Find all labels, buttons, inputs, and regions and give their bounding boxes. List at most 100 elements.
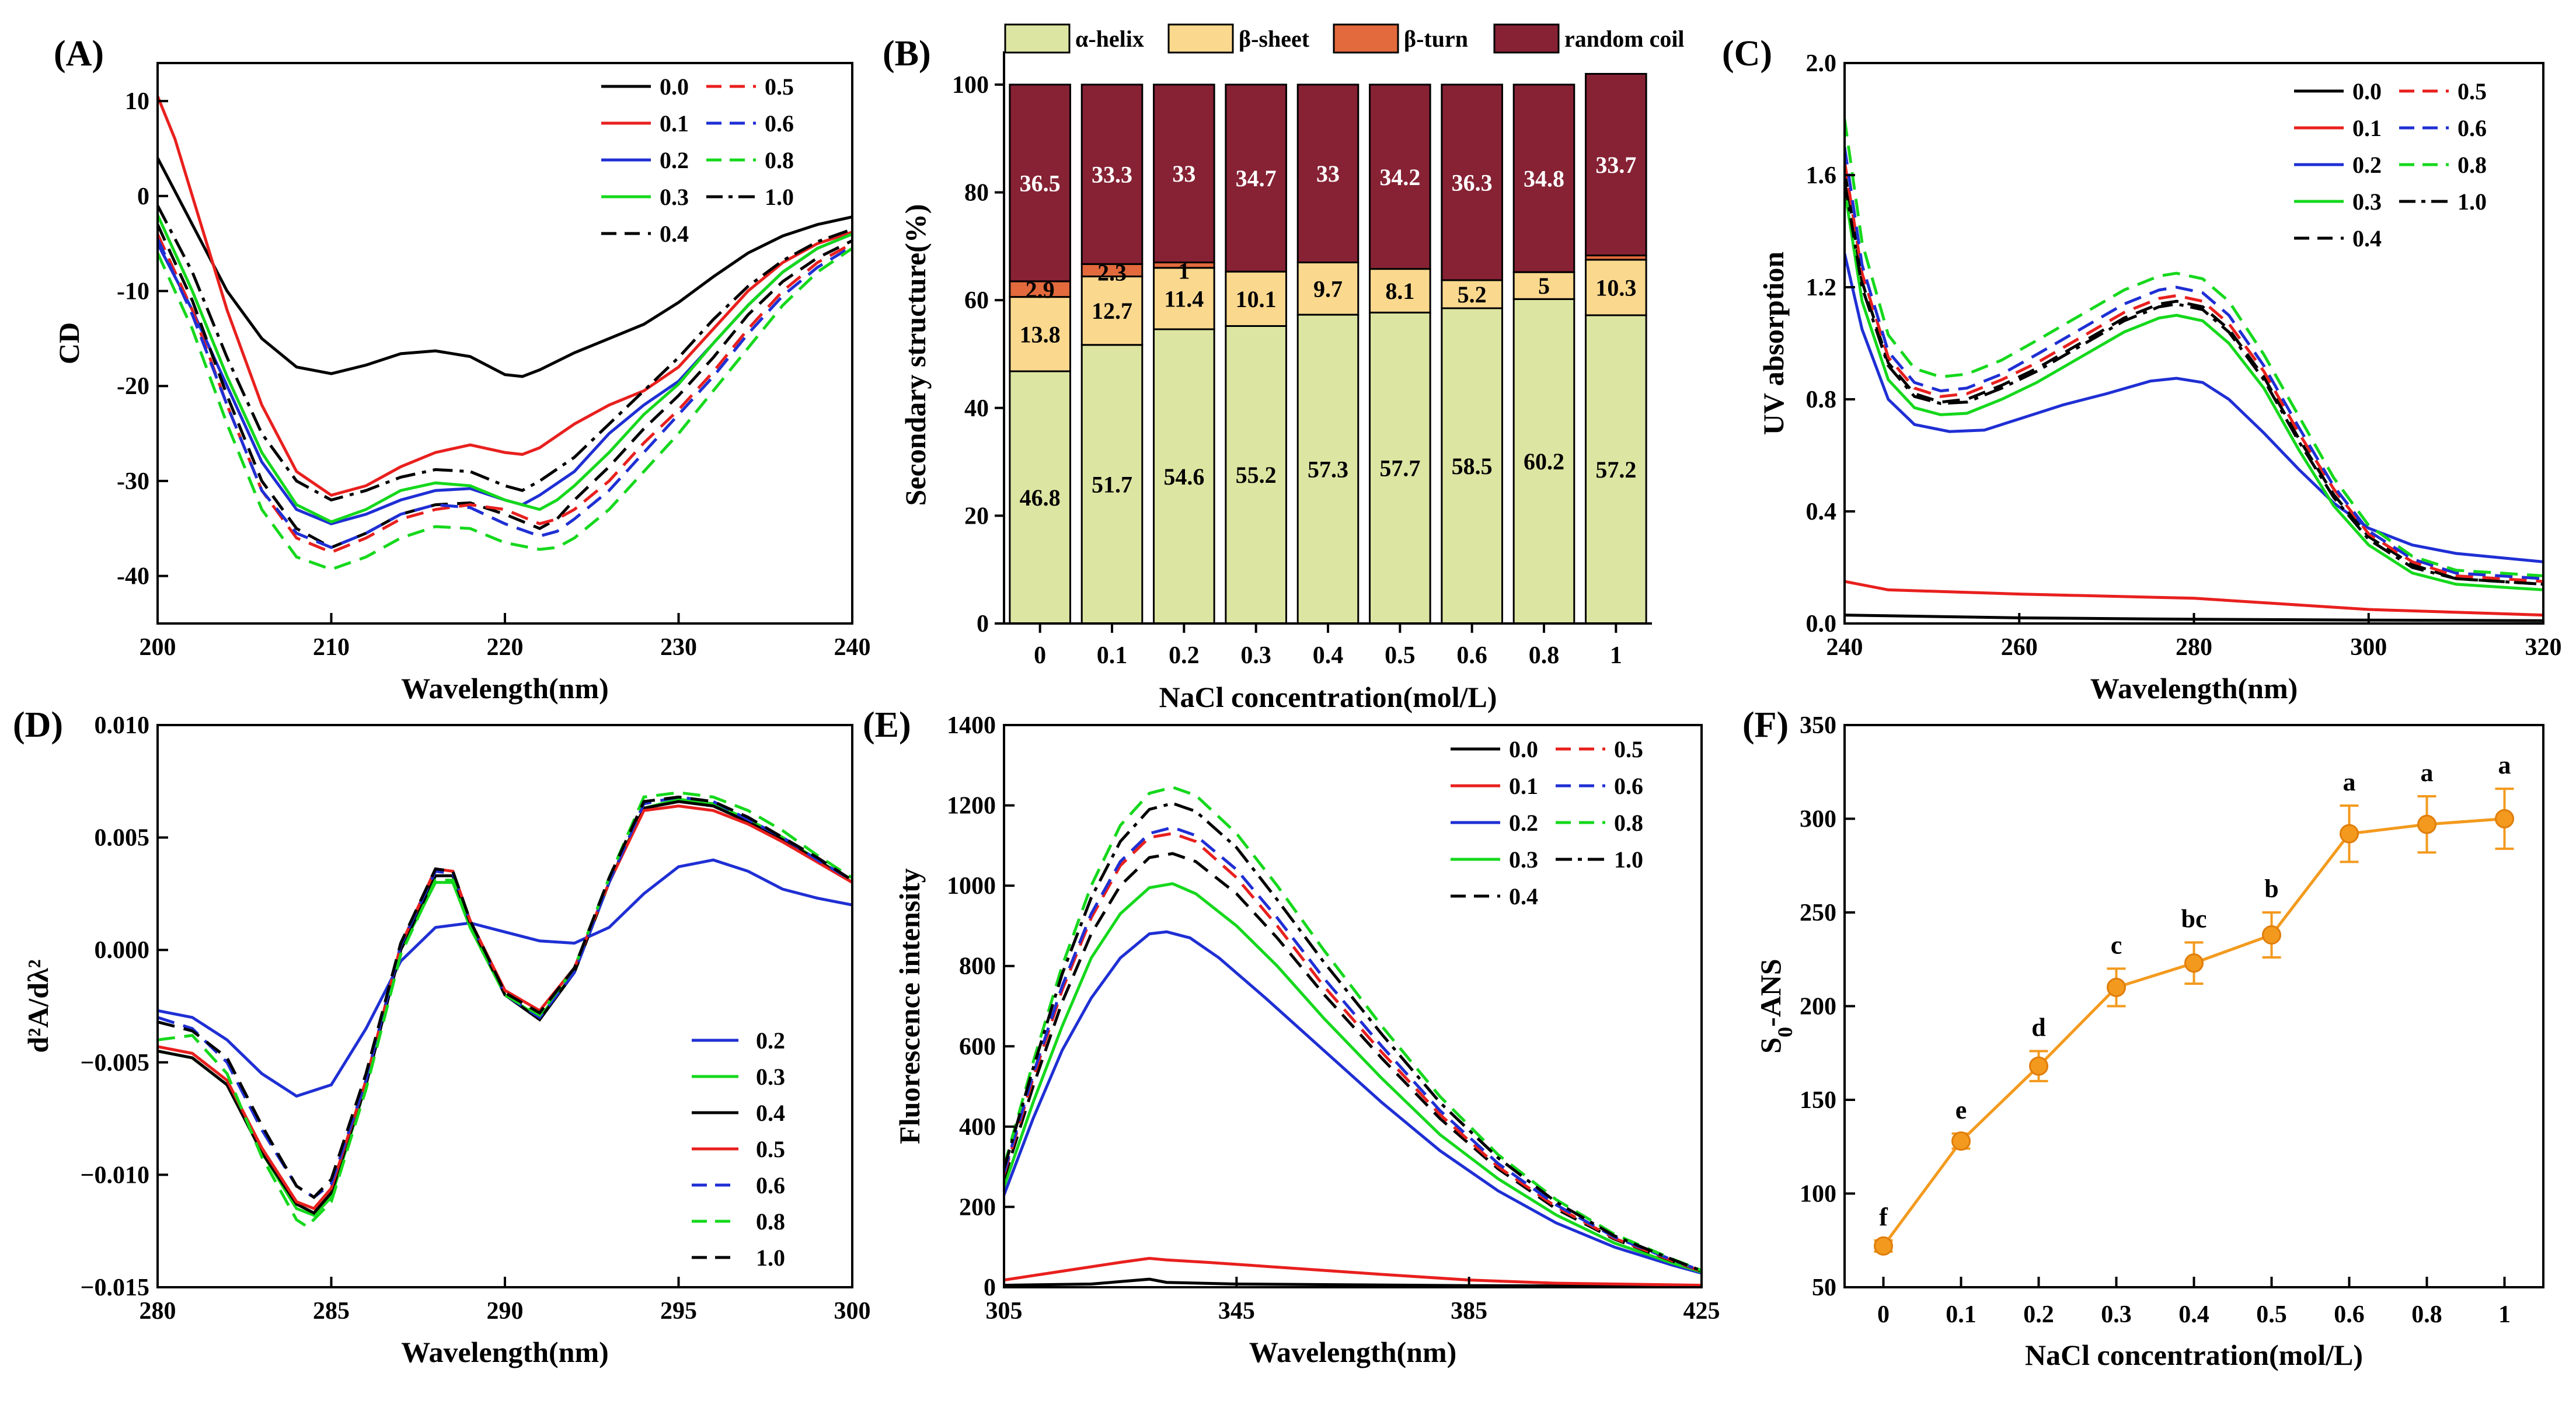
series-line-0.2 — [1004, 930, 1702, 1275]
x-tick-label: 0.3 — [2101, 1301, 2132, 1328]
legend-label: 0.6 — [2458, 115, 2487, 141]
bar-segment-helix — [1585, 314, 1647, 625]
legend-label: 1.0 — [756, 1245, 785, 1271]
legend-label: 0.3 — [756, 1064, 785, 1090]
y-tick-label: 2.0 — [1806, 50, 1837, 77]
bar-value-label: 57.2 — [1595, 457, 1636, 483]
bar-segment-coil — [1225, 83, 1287, 273]
y-title-sub: 0 — [1773, 1027, 1797, 1037]
series-line-0.4 — [158, 224, 852, 549]
legend-label: α-helix — [1075, 26, 1144, 52]
significance-label: f — [1879, 1203, 1888, 1231]
bar-value-label: 5 — [1538, 273, 1550, 299]
x-axis-title: NaCl concentration(mol/L) — [1159, 681, 1497, 713]
series-line-1.0 — [158, 795, 852, 1200]
y-tick-label: 50 — [1812, 1274, 1836, 1301]
series-line-0.8 — [1004, 785, 1702, 1272]
bar-value-label: 57.3 — [1308, 457, 1348, 483]
legend-label: 0.4 — [2352, 225, 2382, 252]
x-axis-title: NaCl concentration(mol/L) — [2025, 1339, 2363, 1371]
panel-label: (A) — [54, 34, 104, 74]
panel-label: (C) — [1722, 34, 1772, 74]
series-line-0.5 — [1845, 161, 2543, 583]
series-line-0.6 — [158, 795, 852, 1199]
series-line-0.5 — [158, 804, 852, 1211]
series-line-0.0 — [158, 157, 852, 378]
legend-label: 0.0 — [660, 74, 689, 100]
legend-swatch-turn — [1333, 23, 1399, 54]
legend-label: 0.4 — [1509, 883, 1538, 910]
y-tick-label: 350 — [1800, 712, 1836, 739]
y-tick-label: −0.010 — [81, 1162, 149, 1189]
bar-value-label: 10.3 — [1595, 274, 1636, 301]
y-tick-label: 80 — [964, 180, 989, 207]
y-tick-label: 100 — [1800, 1181, 1836, 1208]
x-tick-label: 290 — [487, 1298, 524, 1325]
series-line-0.3 — [158, 214, 852, 524]
y-tick-label: 0 — [137, 183, 149, 210]
bar-value-label: 33 — [1316, 161, 1340, 187]
y-tick-label: 800 — [959, 953, 996, 980]
bar-segment-coil — [1009, 83, 1071, 283]
legend-label: 0.1 — [660, 110, 689, 137]
x-tick-label: 0.2 — [1169, 642, 1200, 669]
y-tick-label: 0.005 — [95, 825, 150, 852]
x-tick-label: 300 — [834, 1298, 871, 1325]
y-tick-label: -20 — [117, 373, 149, 400]
data-point — [1874, 1236, 1893, 1256]
x-axis-title: Wavelength(nm) — [1249, 1336, 1457, 1368]
bar-value-label: 33 — [1172, 161, 1195, 187]
panel-label: (B) — [883, 34, 931, 74]
data-point — [2495, 809, 2514, 828]
x-tick-label: 385 — [1451, 1298, 1487, 1325]
series-line-1.0 — [158, 204, 852, 502]
series-line-0.1 — [1004, 1256, 1702, 1287]
y-axis-title: CD — [53, 322, 85, 364]
x-tick-label: 0.5 — [2256, 1301, 2287, 1328]
y-tick-label: 10 — [125, 88, 149, 115]
bar-value-label: 51.7 — [1092, 471, 1132, 497]
y-tick-label: 200 — [1800, 994, 1836, 1020]
legend-label: 0.2 — [2352, 152, 2382, 178]
bar-segment-helix — [1441, 307, 1503, 625]
y-tick-label: 1.6 — [1806, 162, 1837, 189]
significance-label: a — [2343, 768, 2356, 796]
bar-value-label: 34.2 — [1379, 164, 1420, 190]
bar-segment-coil — [1441, 83, 1503, 281]
bar-value-label: 5.2 — [1458, 281, 1487, 308]
y-tick-label: 1.2 — [1806, 274, 1837, 301]
panel-E: 305 345 385 425 0 200 400 600 800 1000 1200 1400 Wav… — [863, 705, 1720, 1368]
bar-segment-helix — [1009, 370, 1071, 625]
x-tick-label: 0.3 — [1240, 642, 1271, 669]
panel-label: (D) — [13, 705, 63, 745]
y-tick-label: 400 — [959, 1114, 996, 1141]
bar-value-label: 9.7 — [1313, 276, 1343, 302]
legend-label: 1.0 — [1614, 846, 1643, 873]
bar-value-label: 54.6 — [1163, 464, 1204, 490]
panel-D: 280 285 290 295 300 −0.015 −0.010 −0.005 0.000 0.… — [13, 705, 871, 1368]
y-tick-label: −0.015 — [81, 1274, 149, 1301]
legend-label: 0.6 — [765, 110, 794, 137]
series-line-1.0 — [1845, 180, 2543, 586]
x-tick-label: 230 — [660, 634, 697, 661]
y-tick-label: 1200 — [947, 793, 996, 820]
y-tick-label: 150 — [1800, 1087, 1836, 1114]
series-line-1.0 — [1004, 802, 1702, 1273]
legend-label: 0.4 — [660, 221, 689, 247]
legend-swatch-sheet — [1167, 23, 1234, 54]
series-line-0.4 — [1004, 852, 1702, 1273]
series-line-0.6 — [1004, 825, 1702, 1273]
legend-label: 1.0 — [2458, 189, 2487, 215]
y-tick-label: −0.005 — [81, 1050, 149, 1076]
x-tick-label: 0 — [1034, 642, 1046, 669]
bar-segment-coil — [1296, 83, 1360, 264]
significance-label: bc — [2181, 904, 2207, 933]
x-tick-label: 0.8 — [2411, 1301, 2442, 1328]
y-tick-label: 40 — [964, 395, 989, 422]
significance-label: d — [2031, 1013, 2045, 1042]
x-tick-label: 260 — [2001, 634, 2038, 661]
significance-label: a — [2498, 751, 2511, 779]
y-axis-title: d²A/dλ² — [22, 959, 54, 1053]
data-point — [2029, 1056, 2048, 1076]
series-line-0.8 — [158, 247, 852, 571]
